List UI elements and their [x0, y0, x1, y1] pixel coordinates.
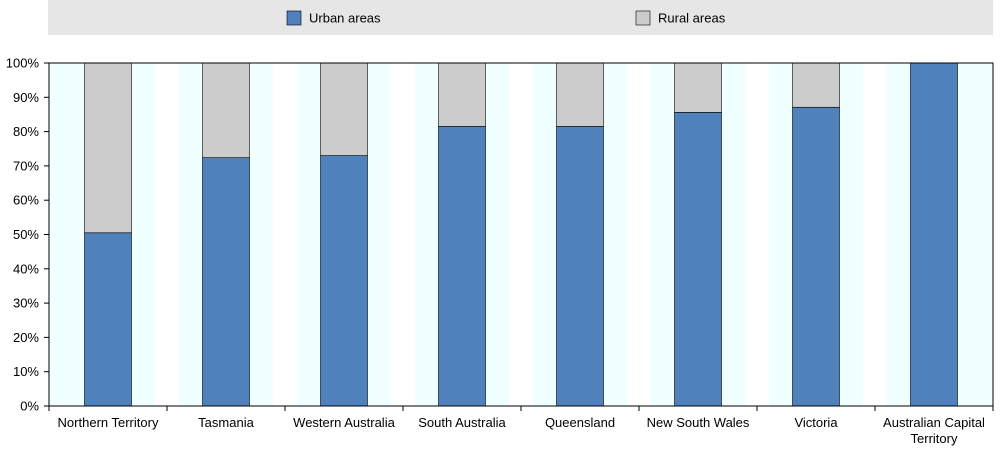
tick-labels: 0% 10% 20% 30% 40% 50% 60% 70% 80% 90% 100% Norther… [6, 56, 985, 447]
x-tick-label: Territory [911, 431, 958, 446]
bar-urban [792, 106, 840, 407]
bar-rural [556, 62, 604, 127]
bar-urban [674, 112, 722, 407]
y-tick-label: 50% [13, 227, 39, 242]
category-gap-band [155, 63, 179, 406]
x-tick-label: Victoria [794, 415, 838, 430]
category-gap-band [391, 63, 415, 406]
x-tick-label: Tasmania [198, 415, 254, 430]
bar-rural [84, 62, 132, 234]
bar-rural [792, 62, 840, 108]
x-tick-label: South Australia [418, 415, 506, 430]
bar-urban [202, 157, 250, 407]
y-tick-label: 0% [20, 399, 39, 414]
y-tick-label: 80% [13, 124, 39, 139]
legend: Urban areas Rural areas [286, 10, 726, 26]
bar-rural [320, 62, 368, 156]
x-tick-label: Northern Territory [58, 415, 159, 430]
x-tick-label: Australian Capital [883, 415, 985, 430]
y-tick-label: 10% [13, 364, 39, 379]
bar-urban [320, 155, 368, 407]
legend-box [48, 0, 993, 35]
category-gap-band [627, 63, 651, 406]
y-tick-label: 70% [13, 158, 39, 173]
x-tick-label: Queensland [545, 415, 615, 430]
y-tick-label: 30% [13, 296, 39, 311]
bar-urban [556, 126, 604, 407]
bars [84, 62, 958, 407]
bar-rural [438, 62, 486, 127]
y-tick-label: 40% [13, 261, 39, 276]
y-tick-label: 90% [13, 90, 39, 105]
x-tick-label: New South Wales [647, 415, 750, 430]
bar-rural [674, 62, 722, 113]
category-gap-band [863, 63, 887, 406]
y-tick-label: 100% [6, 56, 40, 71]
y-tick-label: 60% [13, 193, 39, 208]
bar-urban [438, 126, 486, 407]
x-tick-label: Western Australia [293, 415, 395, 430]
y-tick-label: 20% [13, 330, 39, 345]
category-gap-band [273, 63, 297, 406]
bar-rural [202, 62, 250, 158]
legend-label-urban: Urban areas [309, 11, 381, 26]
legend-label-rural: Rural areas [658, 11, 726, 26]
legend-swatch-rural [635, 10, 651, 26]
axes [44, 62, 994, 411]
category-gap-band [745, 63, 769, 406]
bar-urban [910, 62, 958, 407]
legend-swatch-urban [286, 10, 302, 26]
category-bands [155, 63, 887, 406]
bar-urban [84, 232, 132, 407]
category-gap-band [509, 63, 533, 406]
